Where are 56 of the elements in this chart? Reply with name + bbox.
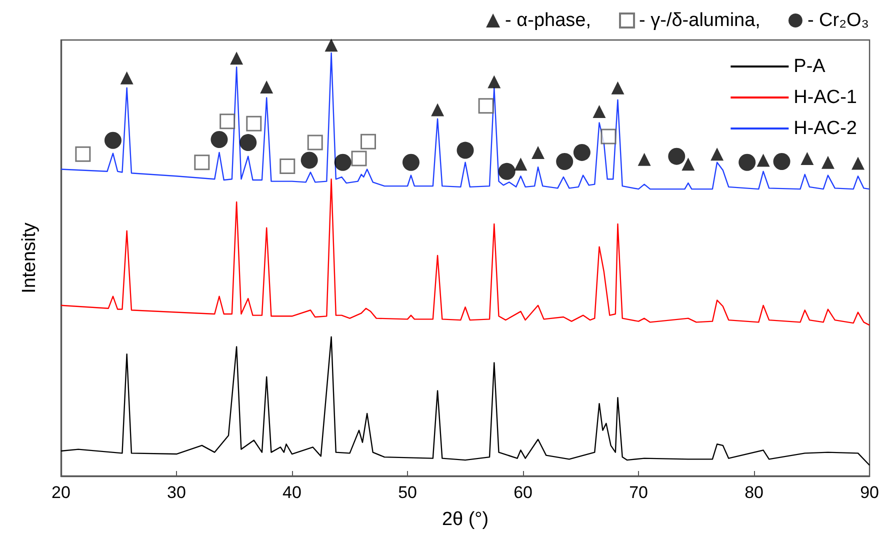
point [710,148,724,161]
point [402,154,420,171]
x-tick-label: 50 [398,483,417,502]
point [611,81,624,94]
x-tick-label: 60 [514,483,532,502]
point [514,158,528,171]
point [280,158,296,174]
point [210,131,228,148]
point [431,103,444,116]
point [851,156,864,170]
point [194,154,210,170]
point [682,158,695,171]
point [220,114,236,130]
point [478,98,494,114]
point [246,116,262,132]
legend-label: H-AC-1 [794,87,858,108]
x-tick-label: 90 [860,483,880,502]
legend-label: - Cr₂O₃ [807,10,869,31]
legend-label: P-A [794,56,826,77]
point [600,128,616,144]
point [800,152,814,165]
point [498,162,516,180]
x-tick-label: 30 [167,483,186,502]
point [592,105,606,118]
point [334,154,352,171]
point [773,153,790,170]
point [75,146,91,162]
point [324,38,338,52]
x-axis-title: 2θ (°) [442,509,489,530]
point [104,132,122,149]
point [488,75,501,88]
legend-label: - α-phase, [505,10,592,31]
x-tick-label: 80 [744,483,764,502]
x-tick-label: 70 [629,483,648,502]
point [360,134,376,150]
point [300,152,318,169]
legend-label: H-AC-2 [794,118,858,139]
x-tick-label: 20 [52,483,70,502]
point [668,148,686,165]
point [351,150,367,166]
point [456,142,474,159]
point [638,152,651,166]
point [738,154,756,171]
legend-label: - γ-/δ-alumina, [639,10,760,31]
point [307,134,323,150]
x-tick-label: 40 [282,483,302,502]
point [821,156,834,169]
point [240,134,257,152]
point [573,144,590,161]
point [230,52,244,65]
point [120,71,134,84]
y-axis-title: Intensity [19,222,40,294]
point [756,154,770,167]
point [556,153,574,170]
point [260,80,274,94]
point [532,146,545,159]
